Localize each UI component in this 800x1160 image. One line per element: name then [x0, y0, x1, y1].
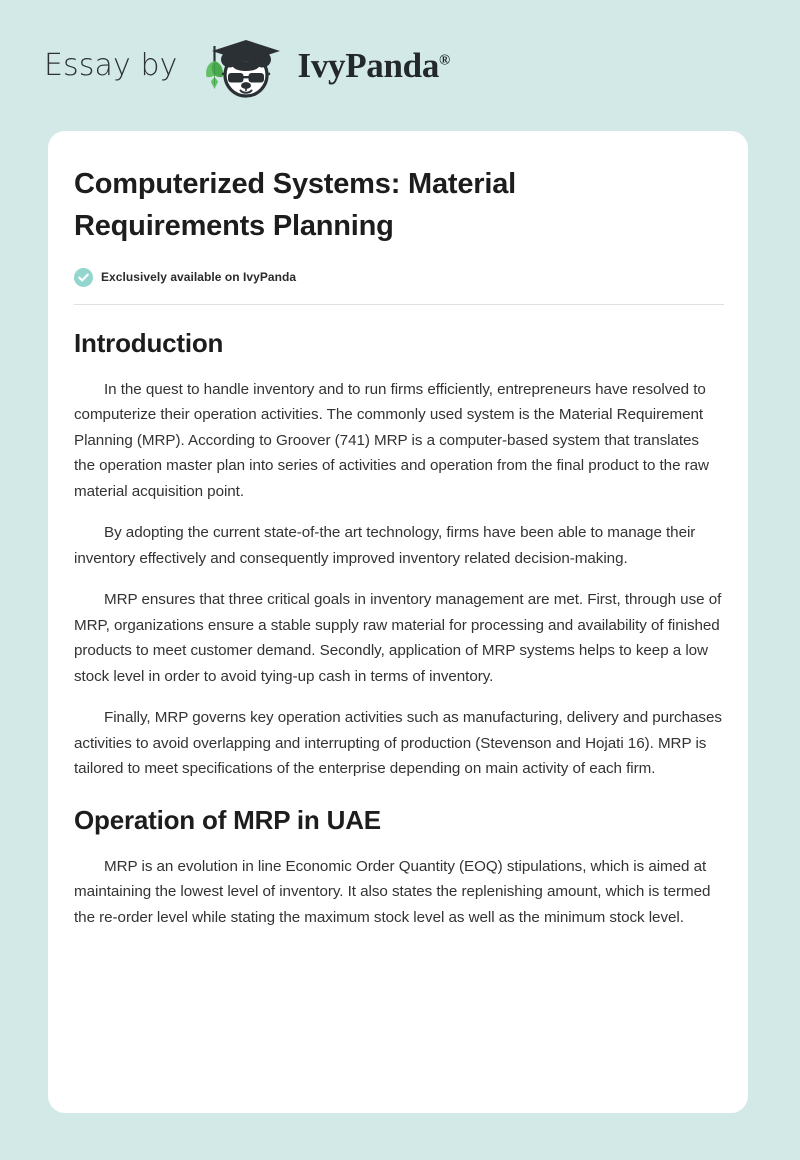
exclusivity-badge-label: Exclusively available on IvyPanda	[101, 270, 297, 285]
exclusivity-badge: Exclusively available on IvyPanda	[74, 267, 722, 287]
section-heading-operation-of-mrp-in-uae: Operation of MRP in UAE	[74, 804, 381, 835]
check-circle-icon	[74, 267, 93, 287]
ivypanda-wordmark: IvyPanda®	[298, 48, 451, 83]
brand-name-text: IvyPanda	[297, 46, 440, 85]
paragraph: Finally, MRP governs key operation activ…	[74, 709, 722, 778]
paragraph: MRP is an evolution in line Economic Ord…	[74, 857, 711, 926]
paragraph: By adopting the current state-of-the art…	[74, 524, 696, 567]
essay-by-label: Essay by	[44, 47, 178, 83]
ivypanda-panda-graduate-logo-icon	[192, 33, 296, 99]
essay-paper-card: Computerized Systems: Material Requireme…	[48, 131, 748, 1113]
registered-trademark-symbol: ®	[439, 52, 451, 69]
section-heading-introduction: Introduction	[74, 328, 224, 359]
page-title: Computerized Systems: Material Requireme…	[74, 168, 517, 243]
brand-header: Essay by	[0, 0, 800, 131]
paragraph: In the quest to handle inventory and to …	[74, 380, 709, 500]
ivypanda-logo[interactable]: IvyPanda®	[192, 33, 451, 99]
paragraph: MRP ensures that three critical goals in…	[74, 591, 722, 685]
title-divider	[74, 304, 724, 306]
